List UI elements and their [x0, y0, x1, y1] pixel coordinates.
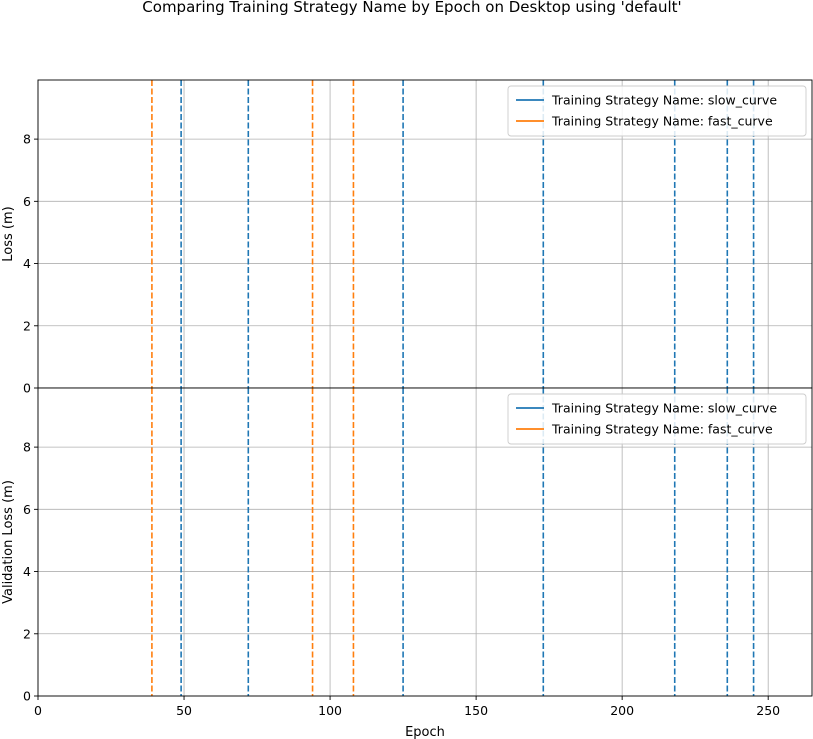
y-tick-label: 4	[23, 256, 31, 271]
legend-label-slow_curve: Training Strategy Name: slow_curve	[551, 401, 777, 416]
legend-box	[507, 393, 807, 445]
plot-frame	[37, 387, 813, 697]
x-tick-label: 100	[318, 703, 342, 718]
y-tick-label: 2	[23, 626, 31, 641]
loss-panel: 0 2 4 6 8 Loss (m) Training Strategy Name: slo…	[1, 79, 813, 396]
legend-label-fast_curve: Training Strategy Name: fast_curve	[551, 114, 773, 129]
y-tick-label: 2	[23, 318, 31, 333]
validation-loss-panel: 0 2 4 6 8 Validation Loss (m) 0 50 100 150 200 250 T…	[1, 387, 813, 718]
chart-title: Comparing Training Strategy Name by Epoc…	[142, 0, 681, 16]
y-tick-label: 0	[23, 381, 31, 396]
y-axis-label: Loss (m)	[1, 206, 16, 261]
legend: Training Strategy Name: slow_curve Traini…	[507, 393, 807, 445]
x-axis-label: Epoch	[405, 725, 445, 739]
x-tick-label: 200	[610, 703, 634, 718]
y-tick-label: 4	[23, 564, 31, 579]
x-tick-label: 0	[34, 703, 42, 718]
y-tick-label: 6	[23, 194, 31, 209]
y-tick-label: 0	[23, 689, 31, 704]
legend-label-fast_curve: Training Strategy Name: fast_curve	[551, 422, 773, 437]
legend-label-slow_curve: Training Strategy Name: slow_curve	[551, 93, 777, 108]
x-tick-label: 250	[756, 703, 780, 718]
legend-box	[507, 85, 807, 137]
x-tick-label: 50	[176, 703, 192, 718]
x-tick-label: 150	[464, 703, 488, 718]
y-tick-label: 8	[23, 132, 31, 147]
legend: Training Strategy Name: slow_curve Traini…	[507, 85, 807, 137]
y-axis-label: Validation Loss (m)	[1, 480, 16, 604]
y-tick-label: 6	[23, 502, 31, 517]
y-tick-label: 8	[23, 440, 31, 455]
